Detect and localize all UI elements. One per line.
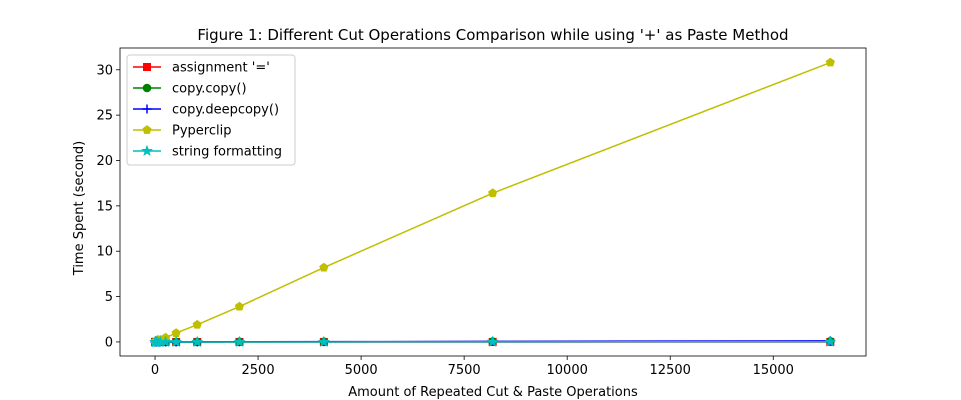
y-tick-label: 20 xyxy=(96,154,113,169)
x-tick-label: 15000 xyxy=(753,363,794,378)
y-tick-label: 25 xyxy=(96,109,113,124)
x-tick-label: 10000 xyxy=(547,363,588,378)
axes: 0 2500 5000 7500 10000 12500 15000 0 5 10 15 20 25 30 xyxy=(96,47,867,378)
legend-item: copy.deepcopy() xyxy=(133,103,279,118)
data-point xyxy=(191,335,204,347)
legend-box xyxy=(126,54,296,166)
data-point xyxy=(142,104,152,114)
series-group xyxy=(149,57,837,347)
data-point xyxy=(824,335,837,347)
data-point xyxy=(319,262,329,272)
legend: assignment '=' copy.copy() copy.deepcopy()… xyxy=(126,54,296,166)
legend-item: copy.copy() xyxy=(133,82,247,97)
legend-label: Pyperclip xyxy=(172,124,231,139)
y-tick-label: 10 xyxy=(96,245,113,260)
legend-item: Pyperclip xyxy=(133,124,231,139)
y-axis-label: Time Spent (second) xyxy=(72,141,87,276)
data-point xyxy=(142,125,152,134)
y-tick-label: 30 xyxy=(96,63,113,78)
data-point xyxy=(142,83,152,93)
legend-label: string formatting xyxy=(172,145,282,160)
y-tick-label: 5 xyxy=(105,290,113,305)
x-tick-label: 7500 xyxy=(448,363,481,378)
x-tick-label: 0 xyxy=(151,363,159,378)
series-4 xyxy=(149,335,837,347)
x-tick-label: 5000 xyxy=(345,363,378,378)
y-tick-label: 0 xyxy=(105,335,113,350)
y-tick-label: 15 xyxy=(96,199,113,214)
legend-item: assignment '=' xyxy=(133,61,270,76)
data-point xyxy=(170,335,183,347)
legend-label: assignment '=' xyxy=(172,61,270,76)
data-point xyxy=(486,335,499,347)
data-point xyxy=(143,63,151,71)
x-axis-label: Amount of Repeated Cut & Paste Operation… xyxy=(348,385,638,400)
data-point xyxy=(234,301,245,311)
legend-label: copy.deepcopy() xyxy=(172,103,279,118)
data-point xyxy=(192,319,202,329)
data-point xyxy=(159,335,172,347)
legend-item: string formatting xyxy=(133,145,282,160)
x-tick-label: 2500 xyxy=(242,363,275,378)
data-point xyxy=(233,335,246,347)
data-point xyxy=(317,335,330,347)
data-point xyxy=(488,188,498,198)
data-point xyxy=(141,144,153,157)
chart-title: Figure 1: Different Cut Operations Compa… xyxy=(197,26,788,44)
legend-label: copy.copy() xyxy=(172,82,247,97)
plot-frame xyxy=(119,47,867,357)
data-point xyxy=(825,57,835,67)
x-tick-label: 12500 xyxy=(650,363,691,378)
